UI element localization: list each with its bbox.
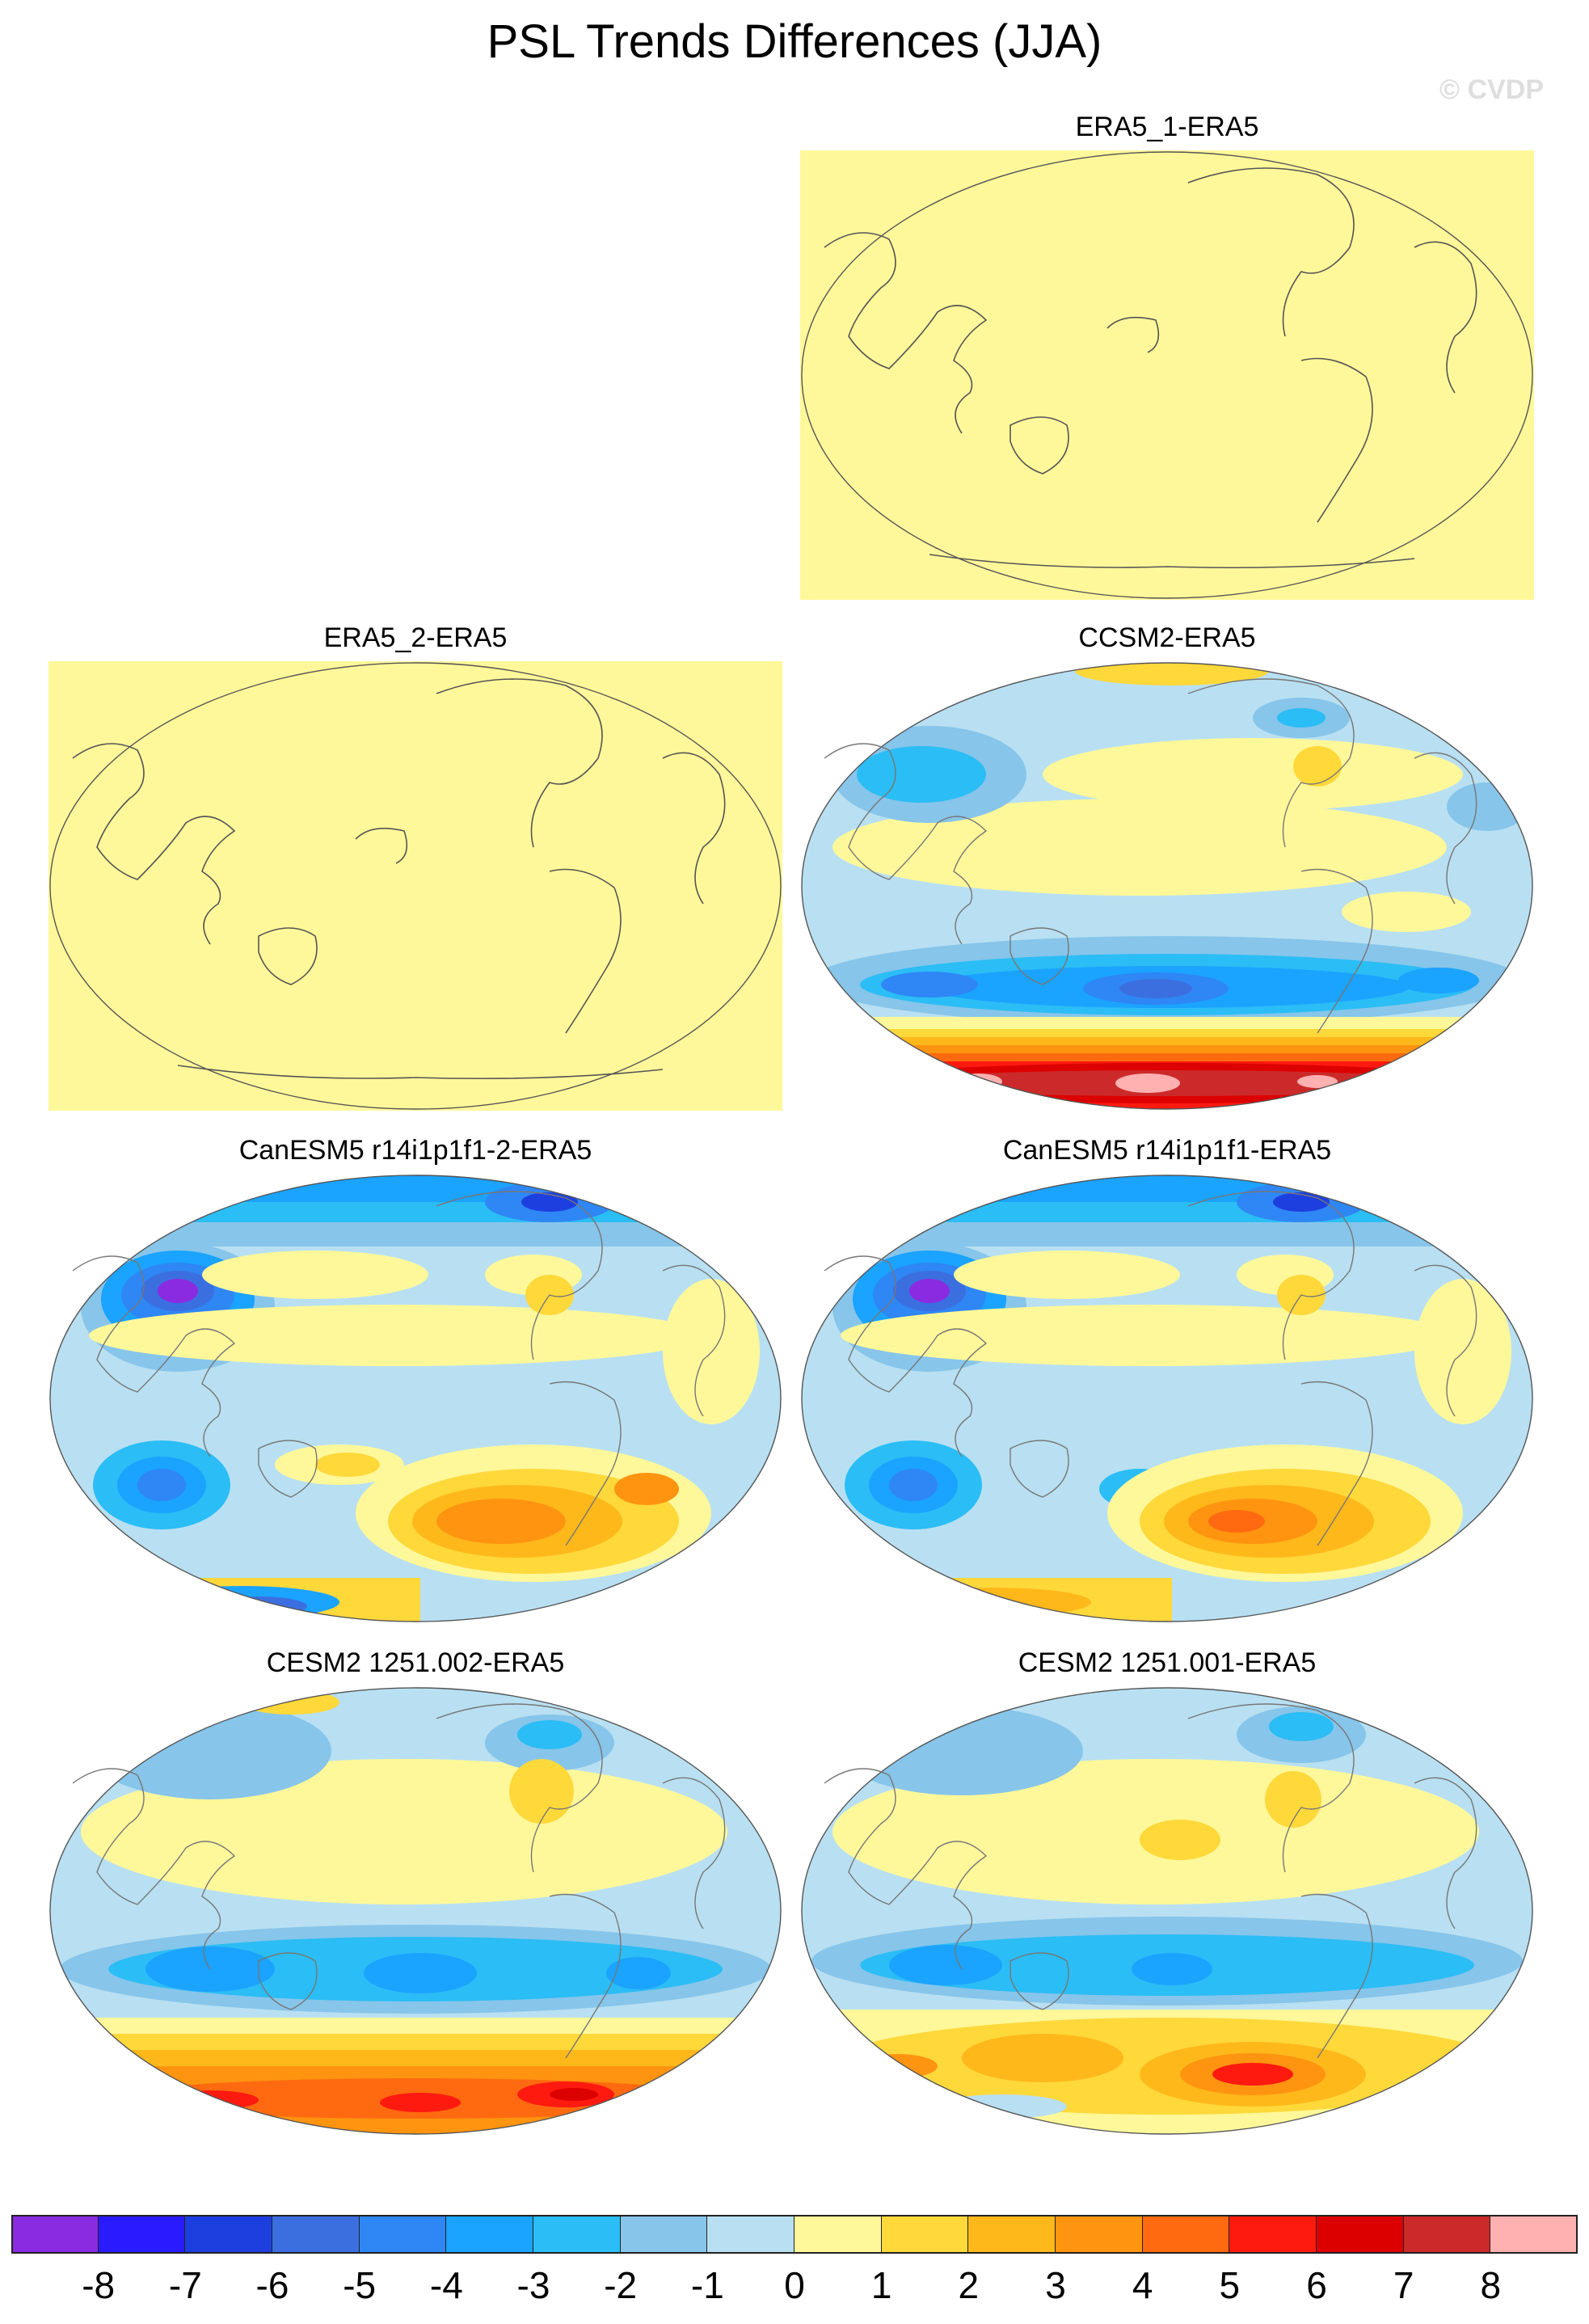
map-panel-canesm5-1: CanESM5 r14i1p1f1-ERA5 <box>800 1135 1534 1636</box>
coastline-outline <box>824 1191 1477 1546</box>
contour-field <box>802 1175 1532 1622</box>
colorbar <box>11 2215 1578 2254</box>
colorbar-tick-label: 2 <box>958 2264 980 2306</box>
credit-watermark: © CVDP <box>1439 74 1544 105</box>
colorbar-swatch <box>11 2215 99 2254</box>
colorbar-tick-label: -1 <box>690 2264 724 2306</box>
colorbar-tick-label: -3 <box>516 2264 550 2306</box>
colorbar-tick-label: 4 <box>1132 2264 1153 2306</box>
map-plot <box>801 662 1533 1110</box>
colorbar-swatch <box>1056 2215 1143 2254</box>
contour-field <box>802 1688 1532 2134</box>
panel-title: ERA5_1-ERA5 <box>1075 112 1259 142</box>
coastline-outline <box>824 1703 1477 2059</box>
colorbar-tick-label: -7 <box>168 2264 202 2306</box>
colorbar-tick-label: 8 <box>1480 2264 1502 2306</box>
colorbar-tick-label: 3 <box>1045 2264 1066 2306</box>
map-panel-cesm2-002: CESM2 1251.002-ERA5 <box>48 1647 782 2149</box>
map-panel-era5-2: ERA5_2-ERA5 <box>48 622 782 1124</box>
contour-field <box>50 1688 781 2134</box>
contour-field <box>802 663 1532 1109</box>
colorbar-swatch <box>446 2215 533 2254</box>
map-plot <box>801 1687 1533 2135</box>
colorbar-swatch <box>707 2215 794 2254</box>
colorbar-tick-label: -6 <box>255 2264 289 2306</box>
map-panel-canesm5-2: CanESM5 r14i1p1f1-2-ERA5 <box>48 1135 782 1636</box>
colorbar-swatch <box>1229 2215 1317 2254</box>
map-plot <box>49 1687 782 2135</box>
colorbar-swatch <box>185 2215 272 2254</box>
colorbar-swatch <box>533 2215 621 2254</box>
colorbar-tick-label: -8 <box>82 2264 116 2306</box>
panel-title: CESM2 1251.001-ERA5 <box>1018 1647 1317 1678</box>
panel-title: ERA5_2-ERA5 <box>323 622 508 653</box>
panel-title: CESM2 1251.002-ERA5 <box>266 1647 565 1678</box>
coastline-outline <box>72 678 726 1080</box>
page-title: PSL Trends Differences (JJA) <box>487 15 1102 68</box>
panel-title: CCSM2-ERA5 <box>1078 622 1256 653</box>
colorbar-swatch <box>1142 2215 1230 2254</box>
colorbar-swatch <box>794 2215 882 2254</box>
colorbar-tick-label: -5 <box>343 2264 377 2306</box>
colorbar-swatch <box>1403 2215 1491 2254</box>
colorbar-tick-label: -2 <box>604 2264 638 2306</box>
map-plot <box>801 1175 1533 1622</box>
colorbar-swatch <box>881 2215 969 2254</box>
colorbar-swatch <box>1490 2215 1578 2254</box>
panel-title: CanESM5 r14i1p1f1-ERA5 <box>1002 1135 1332 1166</box>
colorbar-swatch <box>98 2215 186 2254</box>
colorbar-swatch <box>359 2215 447 2254</box>
coastline-outline <box>824 678 1477 1034</box>
map-plot <box>48 661 782 1111</box>
map-panel-era5-1: ERA5_1-ERA5 <box>800 112 1534 613</box>
map-panel-ccsm2: CCSM2-ERA5 <box>800 622 1534 1124</box>
map-plot <box>800 150 1534 600</box>
colorbar-swatch <box>968 2215 1056 2254</box>
map-plot <box>49 1175 782 1622</box>
panel-title: CanESM5 r14i1p1f1-2-ERA5 <box>238 1135 592 1166</box>
colorbar-swatch <box>272 2215 360 2254</box>
colorbar-tick-label: 7 <box>1393 2264 1414 2306</box>
map-panel-cesm2-001: CESM2 1251.001-ERA5 <box>800 1647 1534 2149</box>
colorbar-tick-label: -4 <box>429 2264 463 2306</box>
colorbar-tick-label: 5 <box>1219 2264 1241 2306</box>
colorbar-tick-label: 1 <box>870 2264 892 2306</box>
coastline-outline <box>72 1703 726 2059</box>
colorbar-tick-label: 6 <box>1306 2264 1327 2306</box>
colorbar-swatch <box>620 2215 708 2254</box>
colorbar-swatch <box>1317 2215 1404 2254</box>
contour-field <box>50 1175 781 1622</box>
colorbar-tick-label: 0 <box>784 2264 805 2306</box>
coastline-outline <box>824 167 1477 569</box>
coastline-outline <box>72 1191 726 1546</box>
